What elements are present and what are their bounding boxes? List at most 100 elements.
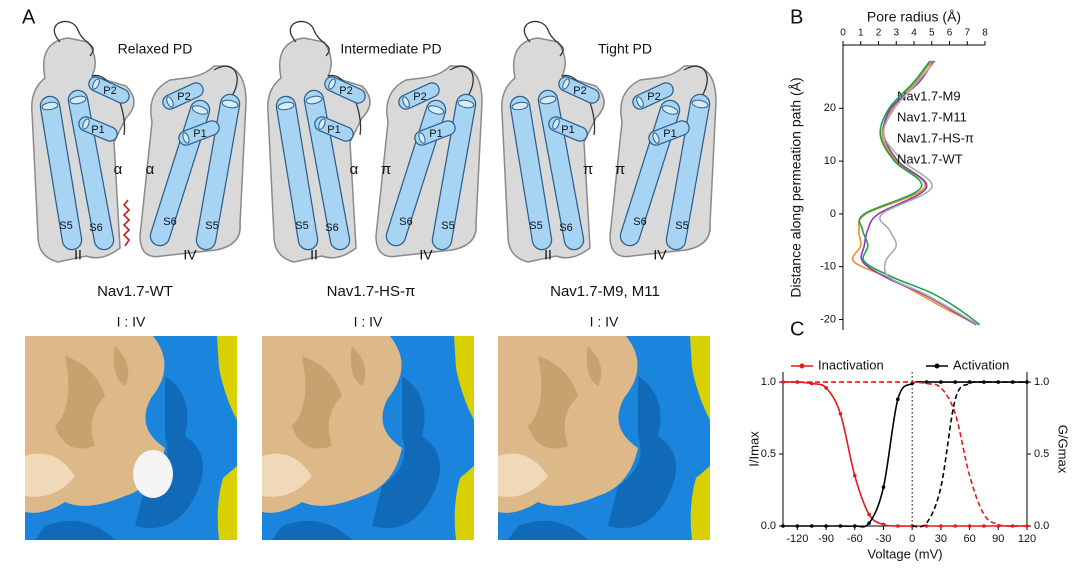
x-tick-label: 3	[893, 28, 899, 39]
cartoon-title: Tight PD	[598, 41, 652, 57]
helix	[415, 121, 455, 145]
x-tick-label: 0	[840, 28, 846, 39]
domain-label: II	[310, 247, 318, 263]
legend-label: Nav1.7-M9	[897, 88, 961, 103]
y2-tick-label: 0.0	[1034, 520, 1049, 532]
data-point	[982, 524, 986, 528]
helix-cap	[41, 101, 59, 111]
helix-label: P2	[413, 91, 426, 103]
helix-label: S6	[559, 222, 572, 234]
data-point	[867, 521, 871, 525]
helix-label: P2	[339, 85, 352, 97]
y2-tick-label: 1.0	[1034, 376, 1049, 388]
helix-label: S6	[89, 222, 102, 234]
data-point	[824, 524, 828, 528]
y-tick-label: 10	[824, 155, 836, 167]
profile-line	[879, 60, 979, 326]
legend-label: Nav1.7-WT	[897, 151, 963, 166]
helix	[511, 97, 551, 249]
helix	[315, 117, 353, 141]
data-point	[824, 386, 828, 390]
helix-cap	[402, 96, 410, 108]
toxin	[122, 199, 131, 247]
panel-label: A	[22, 6, 36, 28]
y-tick-label: 0.0	[761, 520, 776, 532]
y-axis-label: Distance along permeation path (Å)	[788, 77, 804, 297]
helix-label: P1	[193, 128, 206, 140]
helix-cap	[457, 99, 475, 109]
helix-cap	[166, 96, 174, 108]
legend-dot	[799, 363, 805, 369]
panel-label: C	[790, 318, 804, 340]
x-axis-label: Pore radius (Å)	[867, 9, 961, 25]
helix-cap	[221, 99, 239, 109]
fit-curve	[783, 381, 1027, 528]
helix-label: S5	[59, 220, 72, 232]
x-tick-label: 30	[935, 533, 947, 545]
gap-label: π	[615, 161, 625, 178]
helix-cap	[562, 78, 570, 90]
data-point	[896, 524, 900, 528]
data-point	[939, 524, 943, 528]
x-tick-label: 90	[992, 533, 1004, 545]
helix	[549, 117, 587, 141]
surface-tan-shade	[292, 346, 366, 449]
data-point	[896, 397, 900, 402]
legend-label: Activation	[953, 357, 1009, 372]
data-point	[838, 411, 843, 416]
x-tick-label: 6	[947, 28, 953, 39]
domain-label: IV	[183, 247, 197, 263]
surface	[498, 336, 710, 540]
data-point	[953, 380, 958, 384]
helix-label: P1	[663, 128, 676, 140]
helix	[649, 121, 689, 145]
helix	[197, 95, 239, 249]
fit-curve	[782, 381, 1027, 527]
gap-label: π	[583, 161, 593, 178]
helix-cap	[636, 96, 644, 108]
data-point	[967, 380, 972, 384]
helix-cap	[661, 105, 679, 115]
helix-cap	[539, 95, 557, 105]
data-point	[939, 380, 943, 384]
profile-line	[858, 60, 981, 326]
x-tick-label: 2	[876, 28, 882, 39]
helix-label: S6	[163, 216, 176, 228]
data-point	[795, 524, 800, 528]
x-tick-label: -90	[818, 533, 834, 545]
helix-label: S6	[325, 222, 338, 234]
helix-cap	[418, 132, 426, 144]
x-axis-label: Voltage (mV)	[867, 546, 942, 561]
surface-label: I : IV	[590, 314, 619, 330]
helix-label: P1	[91, 124, 104, 136]
surface-tan-shade	[528, 346, 602, 449]
helix-label: P2	[103, 85, 116, 97]
helix-cap	[305, 95, 323, 105]
surface-tan-light	[498, 453, 548, 497]
helix	[89, 77, 129, 103]
helix-label: S5	[295, 220, 308, 232]
y-tick-label: -20	[820, 313, 836, 325]
helix-label: S6	[399, 216, 412, 228]
helix-cap	[69, 95, 87, 105]
data-point	[953, 524, 958, 528]
y-tick-label: 1.0	[761, 376, 776, 388]
surface-label: I : IV	[117, 314, 146, 330]
helix	[325, 77, 365, 103]
helix-cap	[511, 101, 529, 111]
surface	[25, 336, 237, 540]
surface-yellow	[454, 336, 474, 540]
x-tick-label: 7	[964, 28, 970, 39]
data-point	[781, 524, 785, 528]
helix	[179, 121, 219, 145]
y-tick-label: 0	[830, 208, 836, 220]
loop	[449, 65, 474, 97]
y-tick-label: 0.5	[761, 448, 776, 460]
y-tick-label: 20	[824, 102, 836, 114]
helix	[163, 83, 203, 109]
y-tick-label: -10	[820, 261, 836, 273]
gap-label: π	[381, 161, 391, 178]
dashed-curve	[783, 381, 1028, 527]
helix	[41, 97, 81, 249]
